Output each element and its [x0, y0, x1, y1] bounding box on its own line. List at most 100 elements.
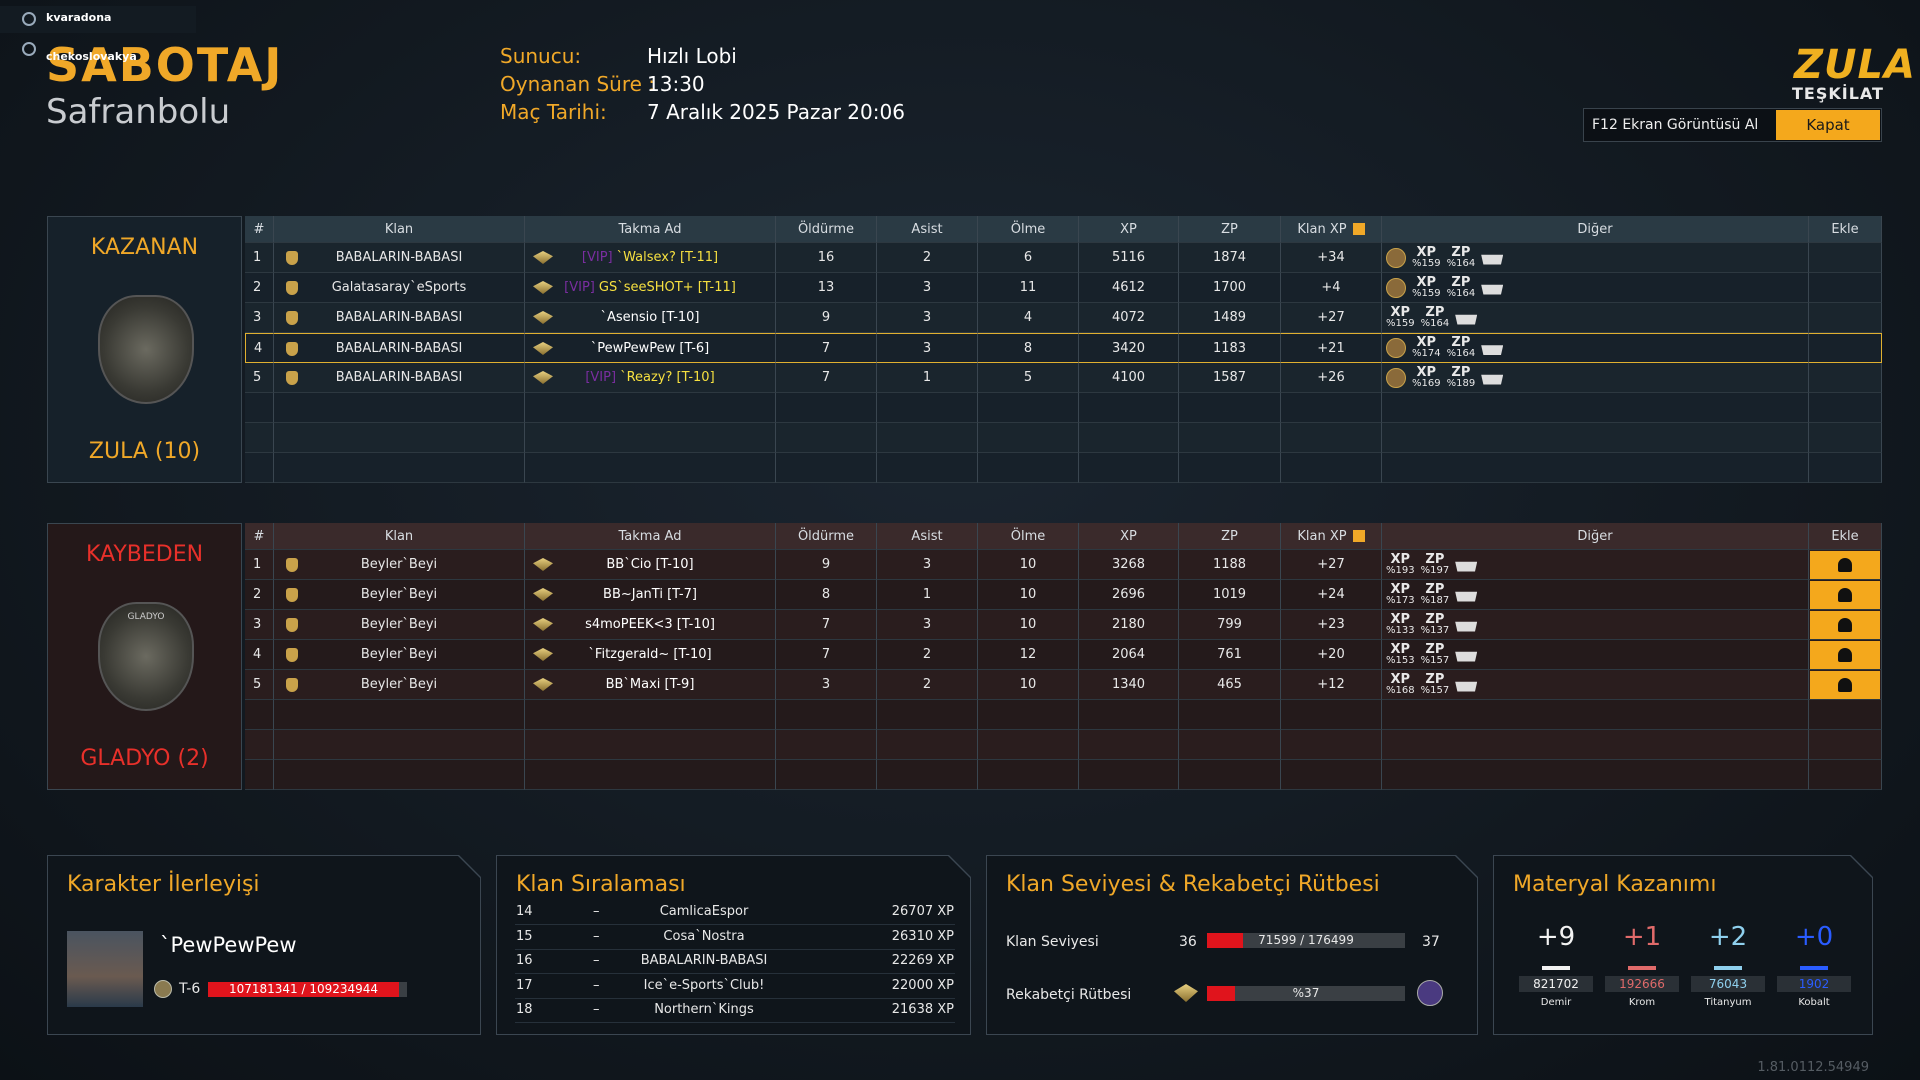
info-panel: Klan Seviyesi & Rekabetçi Rütbesi Klan Se… — [986, 855, 1478, 1035]
empty-cell — [1281, 423, 1382, 453]
rank-icon — [1174, 984, 1198, 1002]
material-line — [1628, 966, 1656, 970]
empty-cell — [1079, 393, 1179, 423]
clan-icon — [286, 342, 298, 356]
stars-icon — [1455, 621, 1478, 632]
empty-cell — [274, 730, 525, 760]
info-value: 7 Aralık 2025 Pazar 20:06 — [647, 100, 905, 124]
empty-cell — [274, 393, 525, 423]
game-mode: SABOTAJ — [46, 38, 284, 92]
bonus: ZP %157 — [1421, 643, 1450, 666]
column-header: Ölme — [978, 216, 1079, 243]
add-friend-button[interactable] — [1810, 580, 1880, 609]
logo-subtitle: TEŞKİLAT — [1792, 84, 1884, 103]
stars-icon — [1481, 345, 1504, 355]
emblem-text: GLADYO — [127, 612, 165, 622]
stat-xp: 4072 — [1079, 303, 1179, 333]
stars-icon — [1481, 254, 1504, 265]
row-number: 1 — [245, 550, 274, 580]
stars-icon — [1481, 374, 1504, 385]
empty-cell — [525, 453, 776, 483]
rank-dash: – — [593, 1002, 600, 1017]
bonuses: XP %174 ZP %164 — [1382, 333, 1809, 363]
clan-name: Beyler`Beyi — [274, 670, 525, 700]
screenshot-button[interactable]: F12 Ekran Görüntüsü Al — [1592, 117, 1759, 133]
stat-xp: 5116 — [1079, 243, 1179, 273]
material-name: Krom — [1628, 997, 1656, 1008]
column-header: ZP — [1179, 216, 1281, 243]
stat-assists: 2 — [877, 243, 978, 273]
empty-cell — [776, 453, 877, 483]
bonus-value: %159 — [1386, 317, 1415, 329]
bonus: XP %193 — [1386, 553, 1415, 576]
bonus: ZP %164 — [1447, 246, 1476, 269]
stat-xp: 4612 — [1079, 273, 1179, 303]
stat-kills: 7 — [776, 333, 877, 363]
rank-position: 14 — [516, 904, 533, 919]
column-header: XP — [1079, 523, 1179, 550]
stat-zp: 1489 — [1179, 303, 1281, 333]
level-label: Klan Seviyesi — [1006, 934, 1099, 950]
rank-icon — [533, 251, 553, 264]
badge-icon — [1386, 277, 1406, 298]
add-friend-button[interactable] — [1810, 640, 1880, 669]
column-header: Ekle — [1809, 523, 1882, 550]
empty-cell — [1179, 453, 1281, 483]
bonus-label: ZP — [1425, 581, 1445, 597]
empty-cell — [274, 423, 525, 453]
column-header: XP — [1079, 216, 1179, 243]
material-name: Demir — [1540, 997, 1572, 1008]
panel-title: Klan Seviyesi & Rekabetçi Rütbesi — [1006, 872, 1380, 897]
empty-cell — [1382, 700, 1809, 730]
avatar — [67, 931, 143, 1007]
material-line — [1800, 966, 1828, 970]
material-gain: +0 — [1794, 922, 1834, 952]
clan-name: BABALARIN-BABASI — [274, 363, 525, 393]
empty-cell — [1079, 700, 1179, 730]
column-header: Asist — [877, 216, 978, 243]
stat-xp: 3268 — [1079, 550, 1179, 580]
add-friend-button[interactable] — [1810, 670, 1880, 699]
empty-cell — [877, 453, 978, 483]
column-header: Öldürme — [776, 216, 877, 243]
bonus-value: %159 — [1412, 257, 1441, 269]
nick-text: `PewPewPew [T-6] — [590, 340, 710, 356]
bonus-label: XP — [1390, 611, 1411, 627]
bonus: XP %174 — [1412, 336, 1441, 359]
empty-cell — [978, 700, 1079, 730]
stat-deaths: 10 — [978, 670, 1079, 700]
add-friend-button[interactable] — [1810, 610, 1880, 639]
column-header: Ekle — [1809, 216, 1882, 243]
stat-deaths: 10 — [978, 550, 1079, 580]
stat-clan-xp: +20 — [1281, 640, 1382, 670]
rank-row — [515, 1022, 955, 1023]
rank-row — [515, 973, 955, 974]
empty-cell — [245, 700, 274, 730]
material-gain: +9 — [1536, 922, 1576, 952]
bonuses: XP %159 ZP %164 — [1382, 243, 1809, 273]
rank-clan: Cosa`Nostra — [663, 928, 745, 944]
empty-cell — [245, 760, 274, 790]
nickname: [VIP] GS`seeSHOT+ [T-11] — [525, 273, 776, 303]
bonus-value: %173 — [1386, 594, 1415, 606]
bonuses: XP %173 ZP %187 — [1382, 580, 1809, 610]
clan-icon — [286, 251, 298, 265]
stat-zp: 1874 — [1179, 243, 1281, 273]
nickname: [VIP] `Reazy? [T-10] — [525, 363, 776, 393]
bonus: ZP %197 — [1421, 553, 1450, 576]
bonus-label: XP — [1390, 641, 1411, 657]
nick-text: GS`seeSHOT+ [T-11] — [598, 280, 736, 295]
bonus-value: %168 — [1386, 684, 1415, 696]
panel-title: Materyal Kazanımı — [1513, 872, 1717, 897]
nick-text: `Walsex? [T-11] — [616, 250, 719, 265]
add-friend-button[interactable] — [1810, 550, 1880, 579]
team-name: ZULA (10) — [88, 439, 201, 464]
warning-icon — [1352, 223, 1365, 235]
stat-deaths: 5 — [978, 363, 1079, 393]
bonus-label: XP — [1416, 244, 1437, 260]
close-button[interactable]: Kapat — [1776, 110, 1880, 140]
bonus: XP %169 — [1412, 366, 1441, 389]
material-gain: +1 — [1622, 922, 1662, 952]
rank-icon — [533, 342, 553, 355]
